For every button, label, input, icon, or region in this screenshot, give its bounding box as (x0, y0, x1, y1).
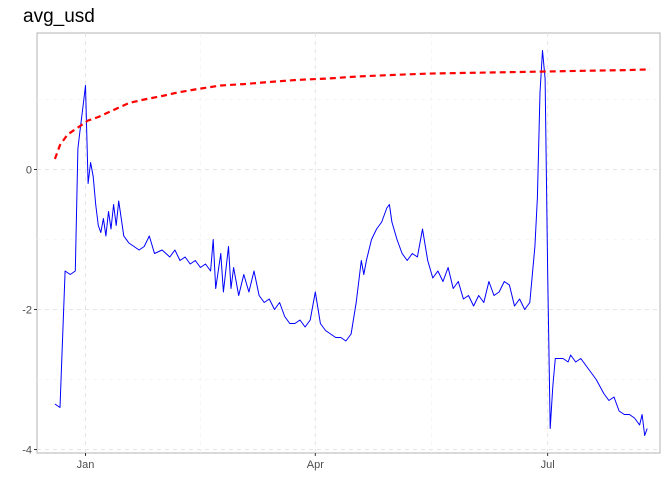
y-tick-label: -4 (22, 445, 32, 457)
y-tick-label: -2 (22, 305, 32, 317)
series-lines (53, 50, 650, 436)
x-tick-label: Apr (307, 459, 324, 471)
x-tick-label: Jan (77, 459, 95, 471)
trend-line-dashed (53, 68, 650, 160)
axis-ticks: Jan Apr Jul -4 -2 0 (22, 165, 554, 472)
chart-title: avg_usd (23, 6, 95, 27)
data-line (54, 50, 648, 436)
plot-panel (36, 32, 661, 454)
y-tick-label: 0 (26, 165, 32, 177)
x-tick-label: Jul (541, 459, 555, 471)
